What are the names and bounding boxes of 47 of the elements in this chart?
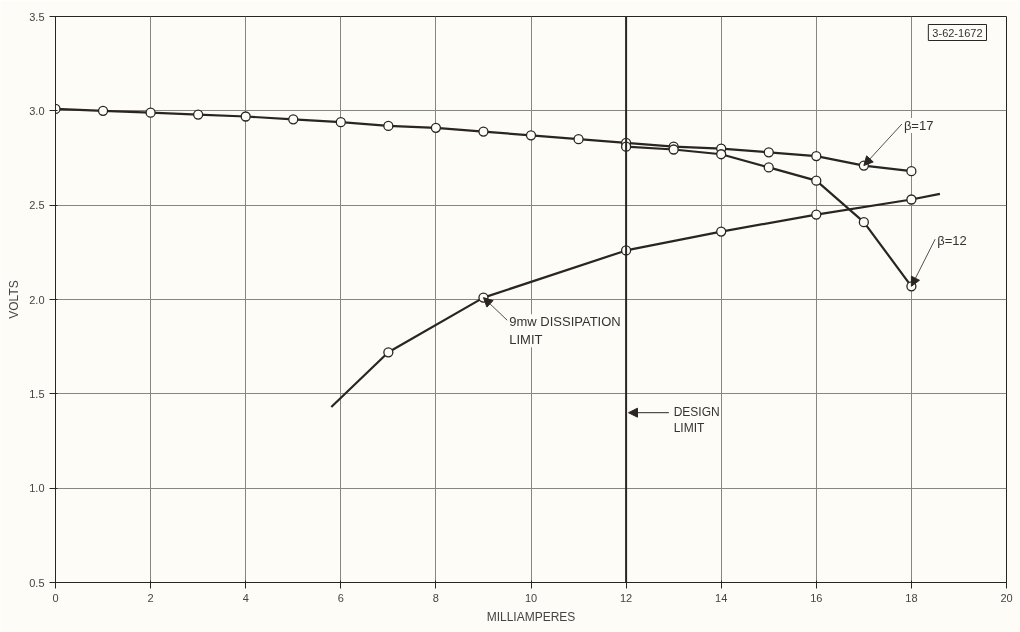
x-tick-label: 12: [619, 591, 633, 604]
point: [240, 111, 251, 122]
x-tick-label: 14: [715, 591, 728, 604]
point: [97, 105, 109, 116]
x-tick-label: 10: [524, 591, 538, 604]
y-tick-label: 3.0: [29, 104, 45, 117]
annotation: 9mw DISSIPATION LIMIT: [509, 314, 621, 348]
annotation: 3-62-1672: [932, 26, 983, 39]
point: [716, 149, 727, 160]
point: [811, 175, 822, 186]
y-tick-label: 2.5: [29, 199, 45, 212]
y-tick-label: 0.5: [29, 576, 45, 589]
point: [145, 107, 156, 118]
point: [383, 120, 394, 132]
x-tick-label: 2: [147, 591, 154, 604]
x-tick-label: 20: [1000, 591, 1013, 604]
point: [525, 130, 537, 141]
point: [193, 109, 204, 120]
point: [906, 166, 917, 177]
x-axis-title: MILLIAMPERES: [486, 609, 576, 624]
y-tick-label: 1.5: [29, 387, 45, 400]
point: [478, 126, 489, 137]
x-tick-label: 18: [905, 591, 918, 604]
y-tick-label: 1.0: [29, 482, 45, 495]
point: [383, 347, 394, 358]
point: [430, 122, 442, 133]
point: [763, 147, 774, 158]
y-tick-label: 2.0: [29, 293, 45, 306]
point: [716, 226, 727, 237]
point: [288, 114, 299, 125]
ref-line-label: DESIGN LIMIT: [673, 404, 720, 436]
y-axis-title: VOLTS: [7, 280, 22, 319]
y-tick-label: 3.5: [29, 10, 45, 23]
point: [335, 117, 346, 128]
x-tick-label: 0: [52, 591, 59, 604]
point: [811, 209, 822, 220]
x-tick-label: 16: [810, 591, 823, 604]
annotation: β=17: [903, 118, 934, 134]
point: [573, 133, 584, 145]
x-tick-label: 4: [242, 591, 249, 604]
point: [906, 194, 917, 205]
x-tick-label: 6: [337, 591, 344, 604]
point: [858, 217, 869, 228]
point: [763, 162, 774, 173]
point: [811, 150, 822, 162]
annotation: β=12: [937, 233, 967, 249]
x-tick-label: 8: [432, 591, 439, 604]
